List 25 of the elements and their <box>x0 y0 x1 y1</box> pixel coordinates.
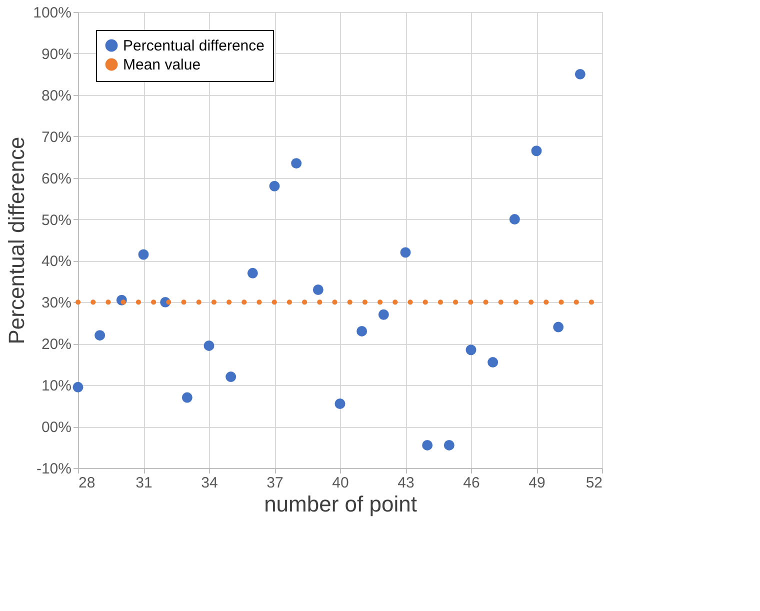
y-tick-label: 40% <box>41 253 72 270</box>
x-tick-label: 49 <box>528 474 546 492</box>
x-tick-label: 34 <box>201 474 218 492</box>
y-tick-label: 70% <box>41 128 72 146</box>
y-tick-label: 100% <box>33 4 72 22</box>
x-tick-label: 28 <box>78 474 96 492</box>
y-axis-title: Percentual difference <box>4 136 30 344</box>
y-tick-label: 50% <box>41 212 72 229</box>
x-tick-label: 31 <box>136 474 152 492</box>
x-tick-label: 43 <box>398 474 414 492</box>
x-tick-label: 40 <box>332 474 349 492</box>
y-tick-label: 00% <box>41 419 72 436</box>
y-tick-label: 80% <box>41 87 72 104</box>
y-tick-label: 20% <box>41 336 72 354</box>
x-tick-label: 46 <box>463 474 480 492</box>
y-tick-label: -10% <box>36 460 72 478</box>
x-tick-label: 37 <box>266 474 284 492</box>
y-tick-label: 30% <box>41 294 72 312</box>
legend-label: Mean value <box>123 56 201 74</box>
y-tick-label: 90% <box>41 46 72 63</box>
y-tick-label: 60% <box>41 170 72 188</box>
y-tick-label: 10% <box>41 378 72 395</box>
x-tick-label: 52 <box>586 474 602 492</box>
legend-label: Percentual difference <box>123 38 264 54</box>
x-axis-title: number of point <box>264 492 417 516</box>
